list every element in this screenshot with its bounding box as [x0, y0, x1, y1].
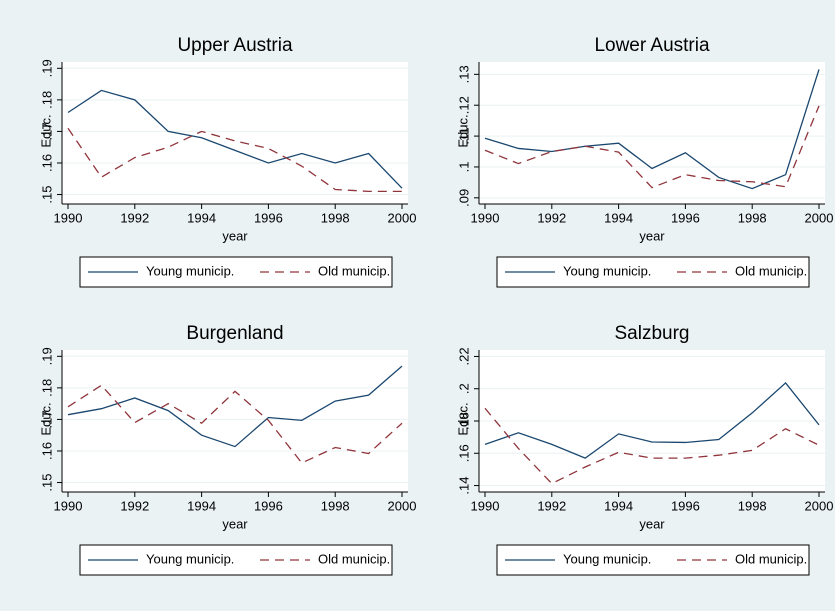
- panel: Burgenland .15 .16 .17 .18 .19 1990 1992 1994 199…: [38, 323, 417, 576]
- y-tick-label: .18: [456, 412, 471, 430]
- y-tick-label: .1: [456, 162, 471, 173]
- x-tick-label: 2000: [805, 210, 834, 225]
- x-tick-label: 1998: [321, 210, 350, 225]
- legend-label: Young municip.: [146, 263, 234, 278]
- x-tick-label: 1990: [471, 210, 500, 225]
- legend-label: Old municip.: [318, 263, 390, 278]
- x-axis-title: year: [639, 228, 665, 243]
- series-line: [67, 384, 403, 464]
- y-tick-label: .22: [456, 347, 471, 365]
- x-tick-label: 1998: [738, 210, 767, 225]
- x-tick-label: 1998: [738, 498, 767, 513]
- y-axis-title: Educ.: [38, 402, 53, 435]
- panel-title: Lower Austria: [594, 35, 710, 56]
- x-tick-label: 1990: [54, 210, 83, 225]
- series-line: [67, 89, 403, 189]
- legend-label: Old municip.: [735, 263, 807, 278]
- y-tick-label: .14: [456, 477, 471, 495]
- series-line: [484, 381, 820, 459]
- x-tick-label: 1992: [120, 498, 149, 513]
- y-tick-label: .16: [456, 444, 471, 462]
- legend-label: Young municip.: [563, 263, 651, 278]
- x-tick-label: 1990: [471, 498, 500, 513]
- x-tick-label: 1990: [54, 498, 83, 513]
- y-tick-label: .19: [39, 347, 54, 365]
- series-line: [67, 365, 403, 448]
- y-tick-label: .18: [39, 91, 54, 109]
- x-axis-title: year: [639, 516, 665, 531]
- plot-region: [62, 62, 408, 204]
- y-tick-label: .18: [39, 379, 54, 397]
- y-tick-label: .09: [456, 189, 471, 207]
- x-tick-label: 1994: [187, 498, 216, 513]
- legend-box: [79, 256, 393, 288]
- panel-title: Upper Austria: [177, 35, 293, 56]
- legend-box: [79, 544, 393, 576]
- legend-label: Young municip.: [563, 551, 651, 566]
- panel-title: Burgenland: [186, 323, 283, 344]
- x-tick-label: 1992: [537, 498, 566, 513]
- x-tick-label: 1996: [671, 498, 700, 513]
- y-axis-title: Educ.: [455, 114, 470, 147]
- x-tick-label: 1992: [537, 210, 566, 225]
- y-tick-label: .16: [39, 154, 54, 172]
- y-tick-label: .15: [39, 473, 54, 491]
- legend-label: Old municip.: [318, 551, 390, 566]
- x-tick-label: 1994: [604, 498, 633, 513]
- panel-title: Salzburg: [615, 323, 690, 344]
- plot-region: [479, 62, 825, 204]
- y-tick-label: .19: [39, 59, 54, 77]
- legend-label: Old municip.: [735, 551, 807, 566]
- legend-label: Young municip.: [146, 551, 234, 566]
- y-tick-label: .12: [456, 96, 471, 114]
- x-tick-label: 1994: [187, 210, 216, 225]
- series-line: [484, 105, 820, 189]
- y-axis-title: Educ.: [38, 114, 53, 147]
- x-axis-title: year: [222, 228, 248, 243]
- y-tick-label: .11: [456, 128, 471, 145]
- y-tick-label: .16: [39, 442, 54, 460]
- x-tick-label: 1994: [604, 210, 633, 225]
- x-tick-label: 1996: [254, 498, 283, 513]
- panel: Upper Austria .15 .16 .17 .18 .19 1990 1992 1994…: [38, 35, 417, 288]
- x-tick-label: 2000: [805, 498, 834, 513]
- x-tick-label: 1992: [120, 210, 149, 225]
- y-axis-title: Educ.: [455, 402, 470, 435]
- x-tick-label: 2000: [388, 210, 417, 225]
- x-tick-label: 2000: [388, 498, 417, 513]
- y-tick-label: .13: [456, 65, 471, 83]
- legend-box: [496, 544, 810, 576]
- panel: Lower Austria .09 .1 .11 .12 .13 1990 1992 1994 1…: [455, 35, 834, 288]
- y-tick-label: .17: [39, 122, 54, 140]
- plot-region: [62, 350, 408, 492]
- series-line: [484, 407, 820, 485]
- x-tick-label: 1996: [671, 210, 700, 225]
- x-tick-label: 1998: [321, 498, 350, 513]
- x-axis-title: year: [222, 516, 248, 531]
- panel: Salzburg .14 .16 .18 .2 .22 1990 1992 1994 1996 19…: [455, 323, 834, 576]
- y-tick-label: .2: [456, 383, 471, 394]
- y-tick-label: .15: [39, 185, 54, 203]
- x-tick-label: 1996: [254, 210, 283, 225]
- y-tick-label: .17: [39, 410, 54, 428]
